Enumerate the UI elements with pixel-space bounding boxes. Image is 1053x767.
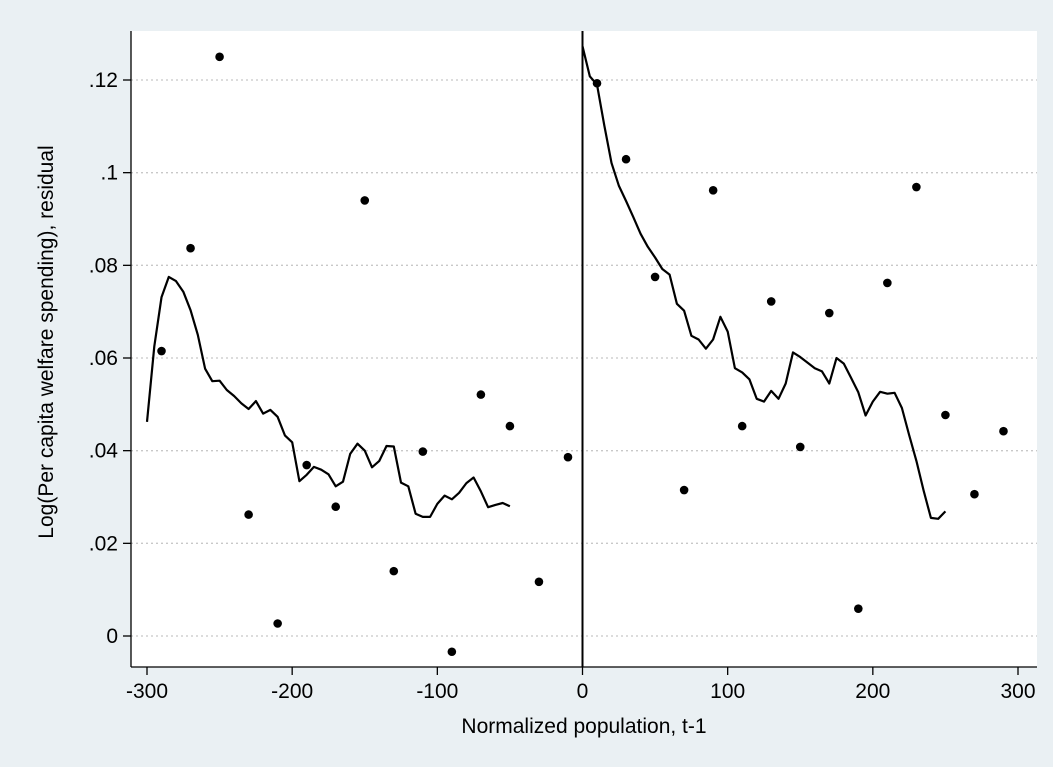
scatter-point bbox=[912, 182, 921, 192]
y-axis-title: Log(Per capita welfare spending), residu… bbox=[35, 145, 58, 538]
fit-lines bbox=[145, 45, 947, 520]
scatter-point bbox=[737, 421, 747, 431]
scatter-point bbox=[360, 196, 370, 205]
scatter-point bbox=[418, 447, 428, 456]
x-tick-label: -300 bbox=[126, 680, 168, 703]
scatter-point bbox=[679, 485, 689, 495]
scatter-point bbox=[563, 452, 573, 462]
scatter-point bbox=[273, 619, 282, 628]
scatter-point bbox=[476, 390, 486, 399]
scatter-points bbox=[157, 52, 1008, 657]
tick-labels: 0 .02 .04 .06 .08 .1 .12 -300 -200 -100 0 100 200 300 bbox=[89, 69, 1036, 703]
x-tick-label: -100 bbox=[416, 680, 458, 703]
plot-area bbox=[131, 31, 1037, 667]
scatter-point bbox=[824, 308, 834, 318]
scatter-point bbox=[999, 426, 1008, 436]
scatter-point bbox=[534, 577, 544, 587]
x-axis-title: Normalized population, t-1 bbox=[461, 715, 706, 738]
x-tick-label: 300 bbox=[1000, 680, 1035, 703]
scatter-point bbox=[941, 410, 950, 420]
y-tick-label: .08 bbox=[89, 254, 118, 277]
scatter-point bbox=[854, 604, 863, 613]
scatter-point bbox=[302, 460, 311, 470]
scatter-point bbox=[447, 647, 457, 657]
fit-line-left bbox=[145, 275, 511, 518]
x-tick-label: -200 bbox=[271, 680, 313, 703]
scatter-point bbox=[795, 442, 805, 452]
y-tick-label: .1 bbox=[100, 162, 118, 185]
x-tick-label: 200 bbox=[855, 680, 890, 703]
fit-line-right bbox=[581, 45, 947, 520]
scatter-point bbox=[157, 346, 166, 356]
y-tick-label: .02 bbox=[89, 532, 118, 555]
scatter-point bbox=[505, 421, 515, 431]
scatter-point bbox=[708, 185, 718, 195]
y-tick-label: .04 bbox=[89, 440, 119, 463]
scatter-point bbox=[650, 272, 660, 282]
scatter-point bbox=[215, 52, 224, 62]
scatter-point bbox=[592, 78, 602, 88]
scatter-point bbox=[970, 489, 979, 499]
y-tick-label: 0 bbox=[106, 625, 118, 648]
scatter-point bbox=[883, 278, 892, 288]
scatter-point bbox=[389, 566, 399, 576]
scatter-point bbox=[186, 243, 195, 253]
scatter-point bbox=[766, 297, 776, 306]
scatter-point bbox=[331, 502, 341, 512]
x-tick-label: 100 bbox=[710, 680, 745, 703]
x-tick-label: 0 bbox=[577, 680, 589, 703]
scatter-point bbox=[244, 510, 253, 519]
gridlines bbox=[131, 79, 1037, 637]
y-tick-label: .06 bbox=[89, 347, 118, 370]
scatter-point bbox=[621, 154, 631, 164]
y-tick-label: .12 bbox=[89, 69, 118, 92]
axes bbox=[123, 31, 1037, 675]
